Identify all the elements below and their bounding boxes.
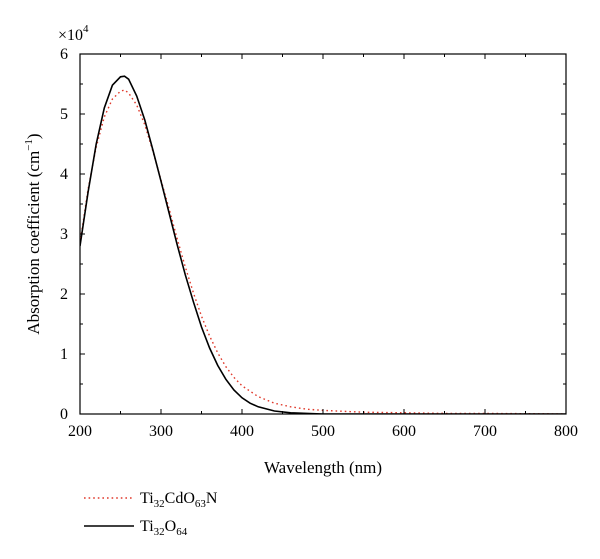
x-tick-label-1: 300	[149, 423, 173, 440]
x-tick-label-2: 400	[230, 423, 254, 440]
x-tick-label-5: 700	[473, 423, 497, 440]
y-multiplier: ×104	[58, 23, 89, 44]
x-tick-label-0: 200	[68, 423, 92, 440]
y-tick-label-4: 4	[60, 166, 68, 183]
x-tick-label-3: 500	[311, 423, 335, 440]
y-tick-label-5: 5	[60, 106, 68, 123]
y-axis-title: Absorption coefficient (cm−1)	[23, 133, 43, 334]
y-tick-label-0: 0	[60, 406, 68, 423]
y-tick-label-3: 3	[60, 226, 68, 243]
y-tick-label-2: 2	[60, 286, 68, 303]
x-tick-label-6: 800	[554, 423, 578, 440]
x-axis-title: Wavelength (nm)	[264, 458, 382, 477]
x-tick-label-4: 600	[392, 423, 416, 440]
plot-frame	[79, 53, 567, 415]
series-line-0	[80, 89, 566, 414]
y-tick-label-6: 6	[60, 46, 68, 63]
legend-label-0: Ti32CdO63N	[140, 490, 218, 510]
y-tick-label-1: 1	[60, 346, 68, 363]
legend-label-1: Ti32O64	[140, 518, 188, 538]
series-line-1	[80, 75, 566, 414]
